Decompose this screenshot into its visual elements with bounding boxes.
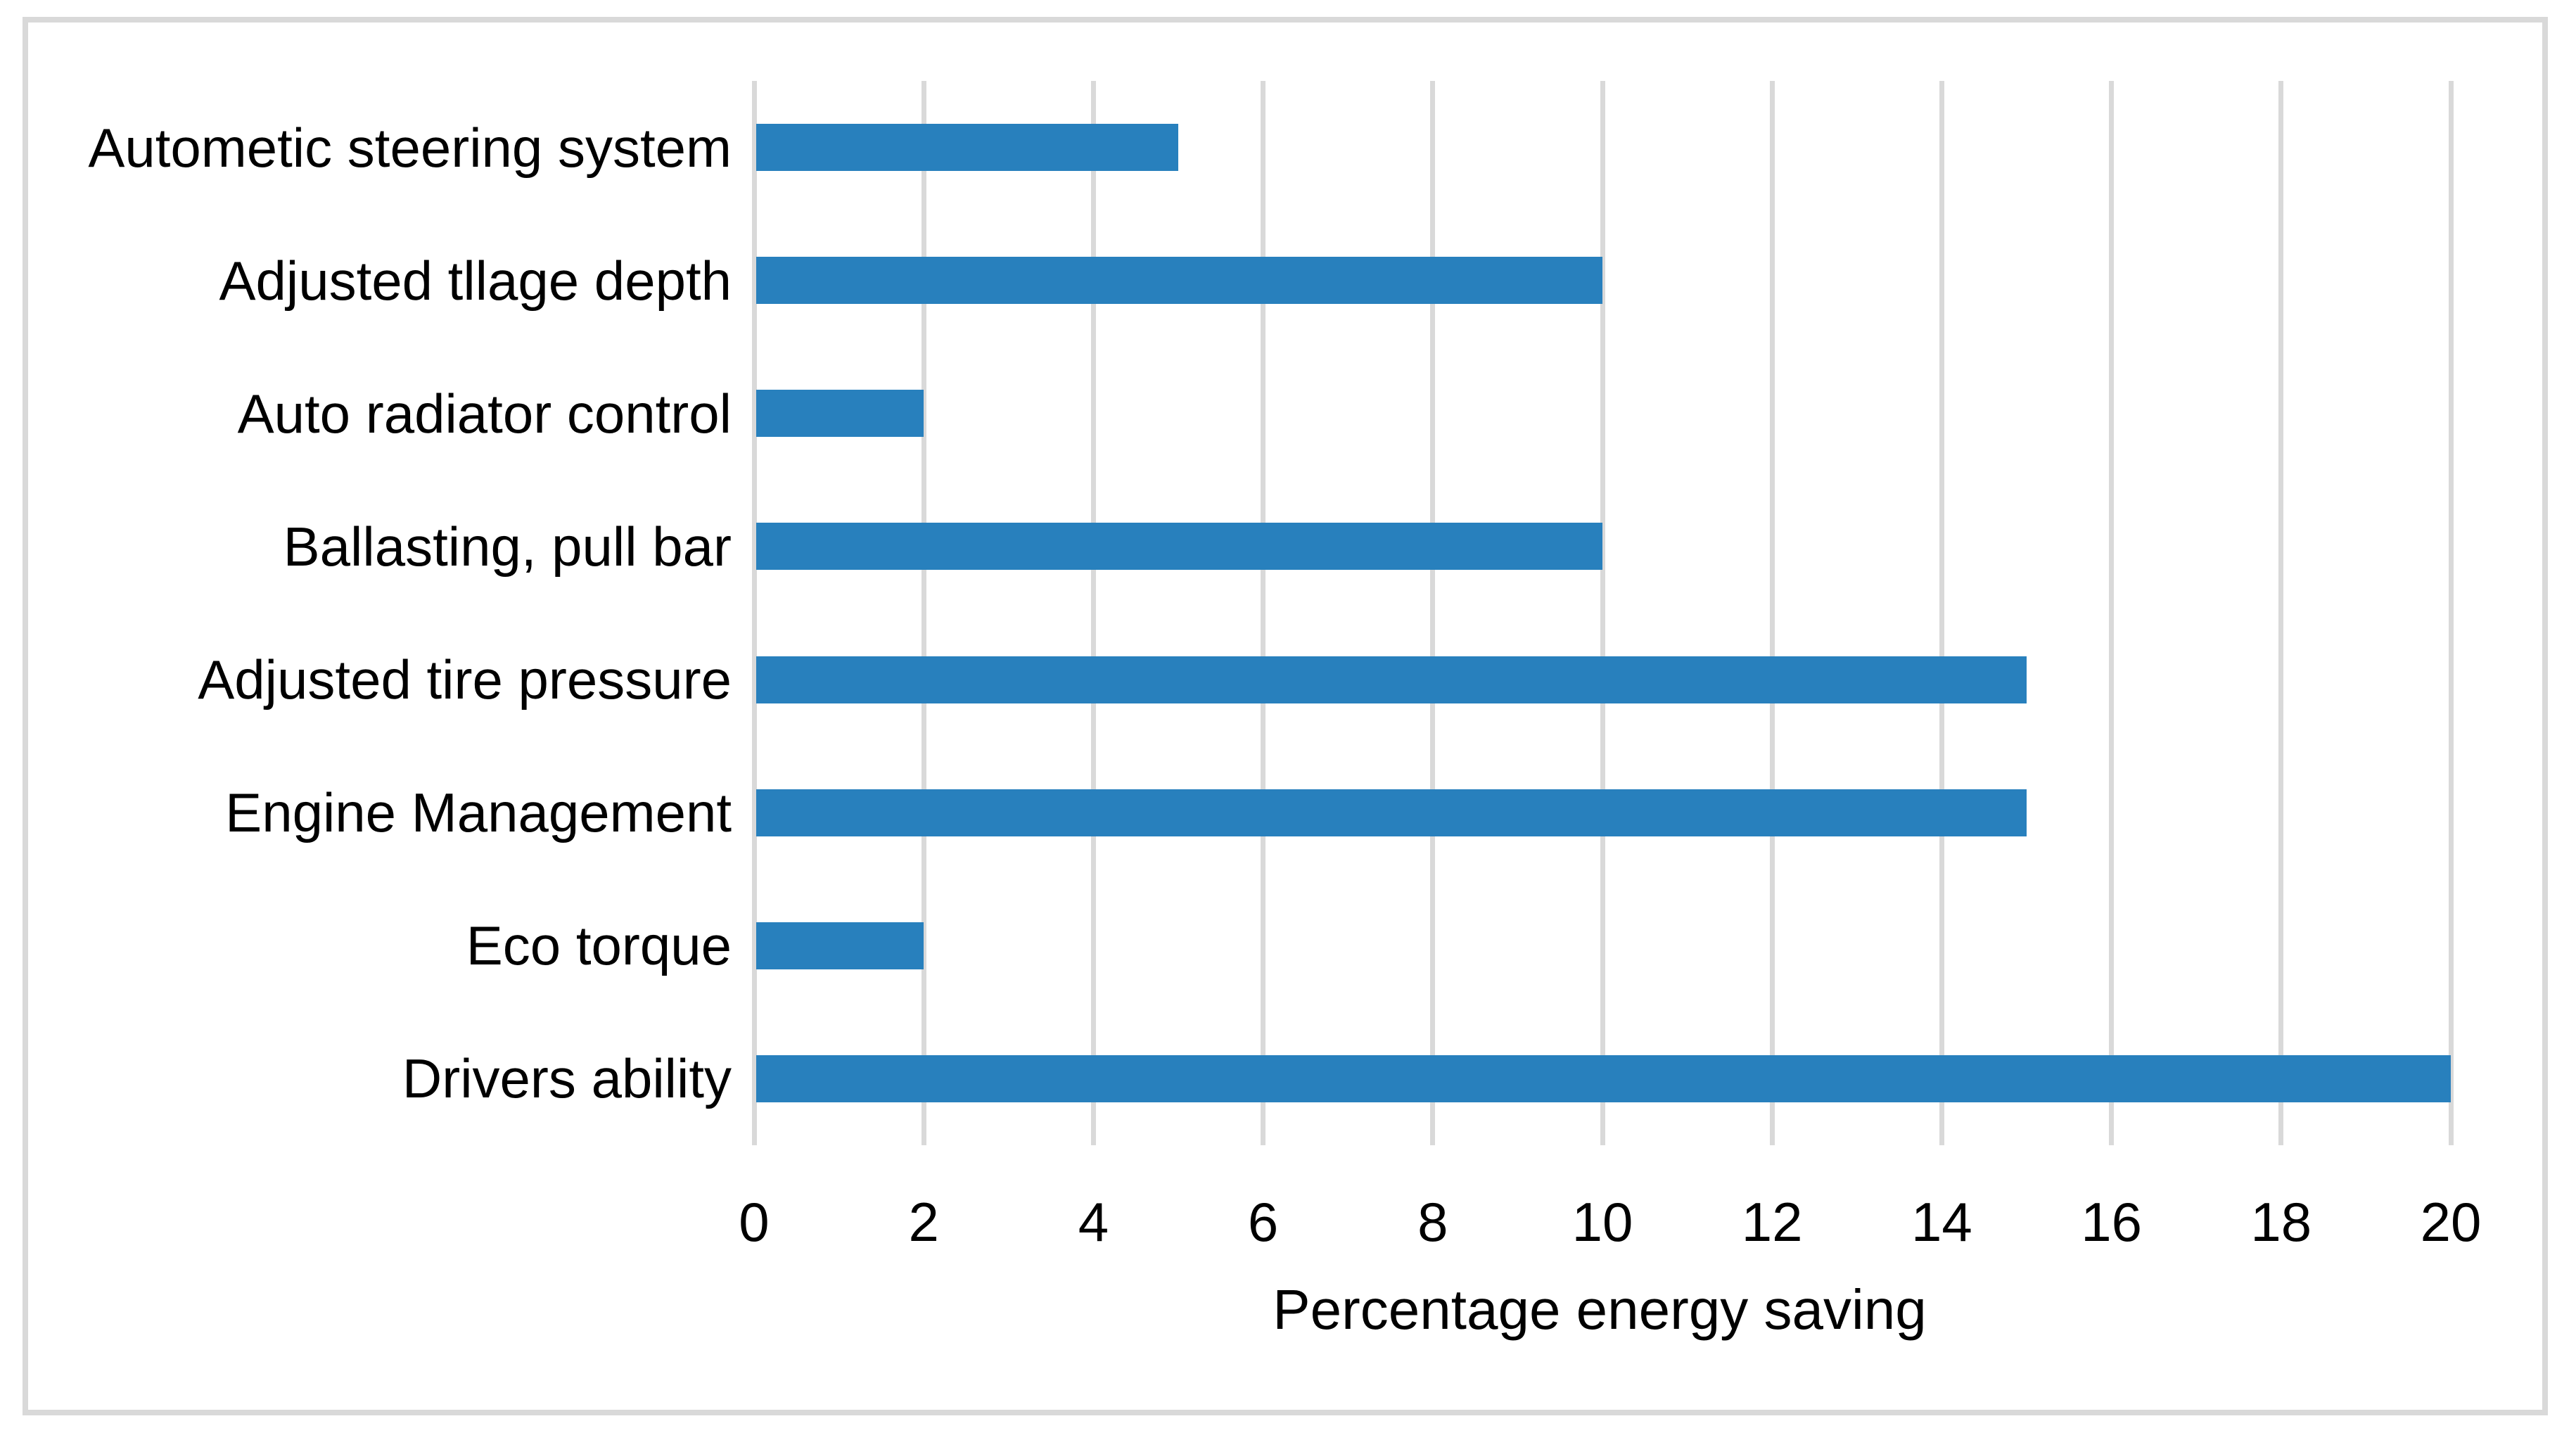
category-label-1: Autometic steering system [88, 116, 732, 179]
category-label-5: Adjusted tire pressure [198, 649, 732, 711]
gridline-6 [1261, 81, 1266, 1145]
bar-5 [756, 656, 2027, 703]
bar-6 [756, 789, 2027, 836]
tick-label-8: 8 [1417, 1191, 1448, 1253]
tick-label-12: 12 [1741, 1191, 1803, 1253]
tick-label-18: 18 [2250, 1191, 2312, 1253]
gridline-2 [921, 81, 926, 1145]
tick-label-16: 16 [2081, 1191, 2142, 1253]
category-label-2: Adjusted tllage depth [219, 249, 732, 312]
gridline-10 [1600, 81, 1605, 1145]
tick-label-0: 0 [739, 1191, 770, 1253]
tick-label-2: 2 [908, 1191, 939, 1253]
gridline-14 [1939, 81, 1944, 1145]
chart-outer-border [23, 17, 2548, 1415]
bar-4 [756, 523, 1602, 571]
category-label-7: Eco torque [466, 915, 732, 977]
gridline-8 [1430, 81, 1436, 1145]
category-label-4: Ballasting, pull bar [283, 515, 732, 578]
gridline-4 [1090, 81, 1096, 1145]
category-label-8: Drivers ability [402, 1047, 732, 1110]
category-label-3: Auto radiator control [237, 382, 732, 445]
gridline-20 [2448, 81, 2454, 1145]
tick-label-14: 14 [1911, 1191, 1972, 1253]
gridline-18 [2278, 81, 2284, 1145]
tick-label-6: 6 [1247, 1191, 1279, 1253]
gridline-12 [1769, 81, 1775, 1145]
bar-8 [756, 1054, 2451, 1102]
tick-label-10: 10 [1571, 1191, 1633, 1253]
gridline-0 [751, 81, 757, 1145]
category-label-6: Engine Management [225, 782, 732, 844]
bar-1 [756, 124, 1178, 172]
tick-label-20: 20 [2420, 1191, 2482, 1253]
gridline-16 [2109, 81, 2115, 1145]
bar-3 [756, 390, 924, 438]
bar-2 [756, 257, 1602, 305]
x-axis-title: Percentage energy saving [1273, 1278, 1927, 1341]
tick-label-4: 4 [1078, 1191, 1109, 1253]
bar-7 [756, 922, 924, 969]
